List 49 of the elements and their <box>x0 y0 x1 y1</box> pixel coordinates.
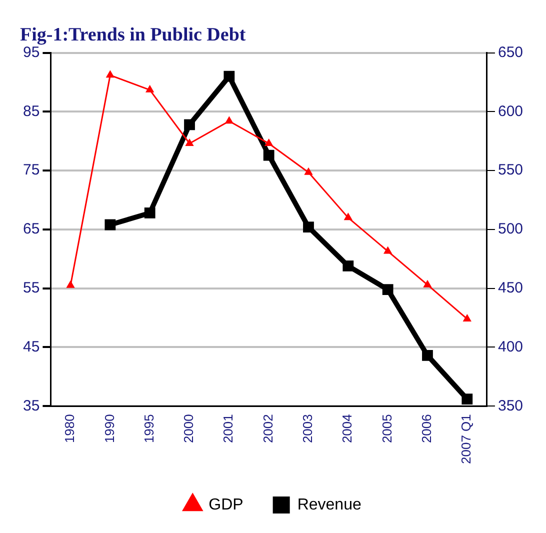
point <box>66 280 74 288</box>
y-tick-label: 75 <box>22 162 40 179</box>
point <box>463 314 472 322</box>
point <box>344 213 352 220</box>
point <box>342 260 354 272</box>
point <box>224 70 235 82</box>
point <box>225 116 234 124</box>
y2-tick-label: 500 <box>498 220 524 238</box>
point <box>422 350 433 361</box>
x-tick-label: 2005 <box>379 414 394 444</box>
x-tick-label: 2007 Q1 <box>458 414 474 464</box>
point <box>384 246 392 254</box>
legend-label: GDP <box>208 496 244 514</box>
point <box>263 150 274 161</box>
point <box>264 138 273 146</box>
chart-title: Fig-1:Trends in Public Debt <box>20 24 246 46</box>
y2-tick-label: 450 <box>498 279 524 296</box>
y-tick-label: 55 <box>22 279 40 296</box>
point <box>146 85 154 92</box>
y-tick-label: 65 <box>22 220 40 238</box>
x-tick-label: 2004 <box>340 414 355 444</box>
x-tick-label: 1990 <box>102 414 117 444</box>
y-tick-label: 85 <box>22 102 40 120</box>
point <box>104 219 116 230</box>
point <box>186 138 194 146</box>
y2-tick-label: 600 <box>498 102 524 120</box>
point <box>382 284 394 295</box>
point <box>304 168 312 175</box>
point <box>184 119 195 130</box>
y2-tick-label: 550 <box>498 162 524 179</box>
y2-tick-label: 350 <box>498 397 524 414</box>
y-tick-label: 35 <box>22 397 40 414</box>
x-tick-label: 1980 <box>62 414 78 444</box>
x-tick-label: 2002 <box>260 414 276 444</box>
point <box>303 222 314 233</box>
point <box>424 280 432 288</box>
y-tick-label: 95 <box>22 44 40 61</box>
point <box>106 70 114 78</box>
x-tick-label: 1995 <box>141 414 156 444</box>
y2-tick-label: 400 <box>498 338 524 356</box>
x-tick-label: 2003 <box>300 414 316 444</box>
legend-label: Revenue <box>297 496 362 514</box>
y2-tick-label: 650 <box>498 44 524 61</box>
x-tick-label: 2000 <box>181 414 196 444</box>
point <box>462 394 473 405</box>
point <box>144 208 156 218</box>
x-tick-label: 2001 <box>220 414 236 444</box>
x-tick-label: 2006 <box>419 414 434 444</box>
y-tick-label: 45 <box>22 338 40 356</box>
